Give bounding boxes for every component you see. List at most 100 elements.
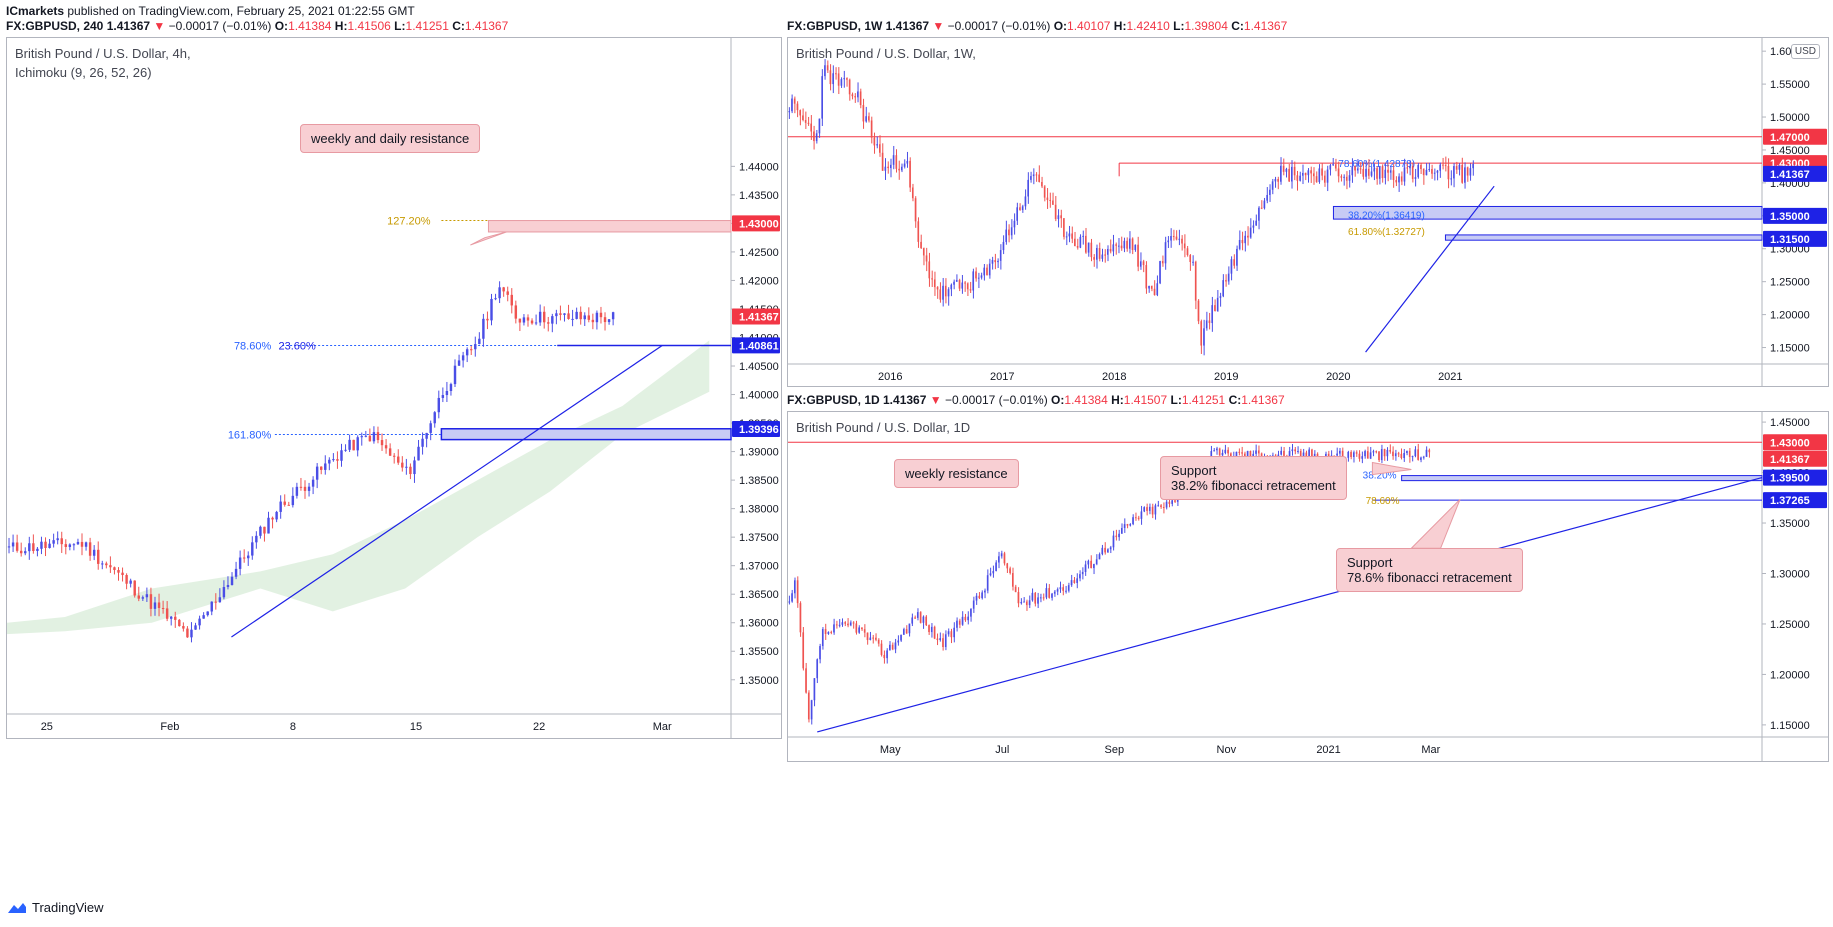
candle: [970, 608, 972, 617]
daily-down-arrow-icon: ▼: [929, 393, 942, 407]
candle: [1120, 527, 1123, 534]
candle: [1395, 180, 1398, 183]
candle: [251, 542, 254, 556]
candle: [1304, 172, 1307, 176]
candle: [824, 65, 826, 77]
candle: [56, 538, 59, 541]
currency-button[interactable]: USD: [1790, 44, 1820, 59]
candle: [887, 166, 889, 169]
candle: [1052, 200, 1054, 205]
chart-daily-canvas[interactable]: 1.150001.200001.250001.300001.350001.400…: [788, 412, 1828, 761]
candle: [1283, 450, 1285, 456]
chart-panel-weekly[interactable]: 1.150001.200001.250001.300001.350001.400…: [787, 37, 1829, 387]
candle: [603, 317, 607, 323]
candle: [1376, 168, 1378, 179]
candle: [1383, 449, 1386, 457]
y-tick-label: 1.25000: [1770, 619, 1810, 631]
candle: [947, 289, 950, 297]
candle: [1409, 166, 1411, 169]
support-zone-1394: [440, 428, 732, 441]
candle: [1038, 174, 1040, 182]
candle: [995, 562, 997, 571]
y-tick-label: 1.25000: [1770, 277, 1810, 289]
candle: [1244, 235, 1246, 244]
candle: [1197, 300, 1200, 322]
candle: [1035, 174, 1038, 176]
candle: [534, 322, 538, 324]
candle: [1060, 215, 1062, 219]
candle: [1104, 254, 1106, 256]
x-tick-label: Mar: [1421, 744, 1440, 756]
chart-panel-daily[interactable]: 1.150001.200001.250001.300001.350001.400…: [787, 411, 1829, 762]
candle: [186, 628, 189, 638]
chart-panel-4h[interactable]: 1.35000 1.35500 1.36000 1.36500 1.37000 1.375…: [6, 37, 782, 739]
candle: [826, 65, 829, 71]
candle: [1095, 559, 1098, 565]
candle: [964, 616, 967, 621]
candle: [919, 612, 922, 623]
candle: [824, 629, 827, 634]
candle: [583, 315, 586, 320]
candle: [1016, 207, 1018, 221]
candle: [890, 164, 892, 169]
candle: [991, 260, 994, 264]
candle: [1115, 535, 1118, 538]
candle: [880, 643, 883, 655]
tradingview-logo-text: TradingView: [32, 900, 104, 915]
ascending-trendline: [231, 344, 663, 638]
publish-info: published on TradingView.com, February 2…: [64, 4, 415, 18]
candle: [1118, 533, 1120, 538]
candle: [145, 594, 149, 598]
candle: [1037, 597, 1039, 604]
candle: [1090, 560, 1092, 569]
candle: [1019, 207, 1021, 210]
candle: [1216, 297, 1219, 311]
candle: [1392, 451, 1394, 457]
callout-support-786[interactable]: Support 78.6% fibonacci retracement: [1336, 548, 1523, 592]
candle: [1101, 254, 1104, 259]
candle: [1063, 218, 1065, 237]
candle: [242, 557, 246, 559]
candle: [1112, 535, 1115, 548]
publisher-name[interactable]: ICmarkets: [6, 4, 65, 18]
candle: [1387, 169, 1389, 173]
candle: [1361, 456, 1364, 459]
callout-weekly-daily-resistance[interactable]: weekly and daily resistance: [300, 124, 481, 153]
candle: [1227, 449, 1229, 454]
candle: [1162, 506, 1165, 508]
candle: [793, 98, 796, 104]
chart-weekly-canvas[interactable]: 1.150001.200001.250001.300001.350001.400…: [788, 38, 1828, 386]
candle: [873, 137, 876, 146]
candle: [821, 76, 823, 119]
tradingview-logo[interactable]: TradingView: [6, 900, 104, 915]
candle: [84, 542, 88, 547]
candle: [1274, 179, 1277, 182]
candle: [1171, 500, 1173, 504]
candle: [1123, 240, 1126, 249]
weekly-down-arrow-icon: ▼: [932, 19, 945, 33]
candle: [841, 622, 844, 625]
candle: [988, 263, 991, 276]
candle: [1400, 176, 1403, 182]
candle: [1160, 505, 1162, 507]
candle: [88, 542, 92, 556]
candle: [1053, 591, 1056, 594]
candle: [1422, 169, 1425, 176]
candle: [883, 654, 886, 659]
callout-support-382[interactable]: Support 38.2% fibonacci retracement: [1160, 456, 1347, 500]
candle: [1011, 573, 1014, 587]
candle: [1285, 168, 1288, 172]
candle: [1157, 505, 1160, 507]
candle: [1046, 197, 1049, 200]
candle: [1109, 248, 1112, 252]
candle: [914, 198, 917, 222]
candle: [1406, 167, 1409, 169]
candle: [986, 575, 989, 591]
ichimoku-indicator-label[interactable]: Ichimoku (9, 26, 52, 26): [15, 65, 152, 80]
callout-weekly-resistance[interactable]: weekly resistance: [894, 459, 1019, 488]
chart-4h-canvas[interactable]: 1.35000 1.35500 1.36000 1.36500 1.37000 1.375…: [7, 38, 781, 738]
candle: [955, 279, 958, 282]
candle: [547, 322, 550, 324]
callout-pointer-382: [1371, 461, 1412, 476]
candle: [457, 360, 461, 366]
